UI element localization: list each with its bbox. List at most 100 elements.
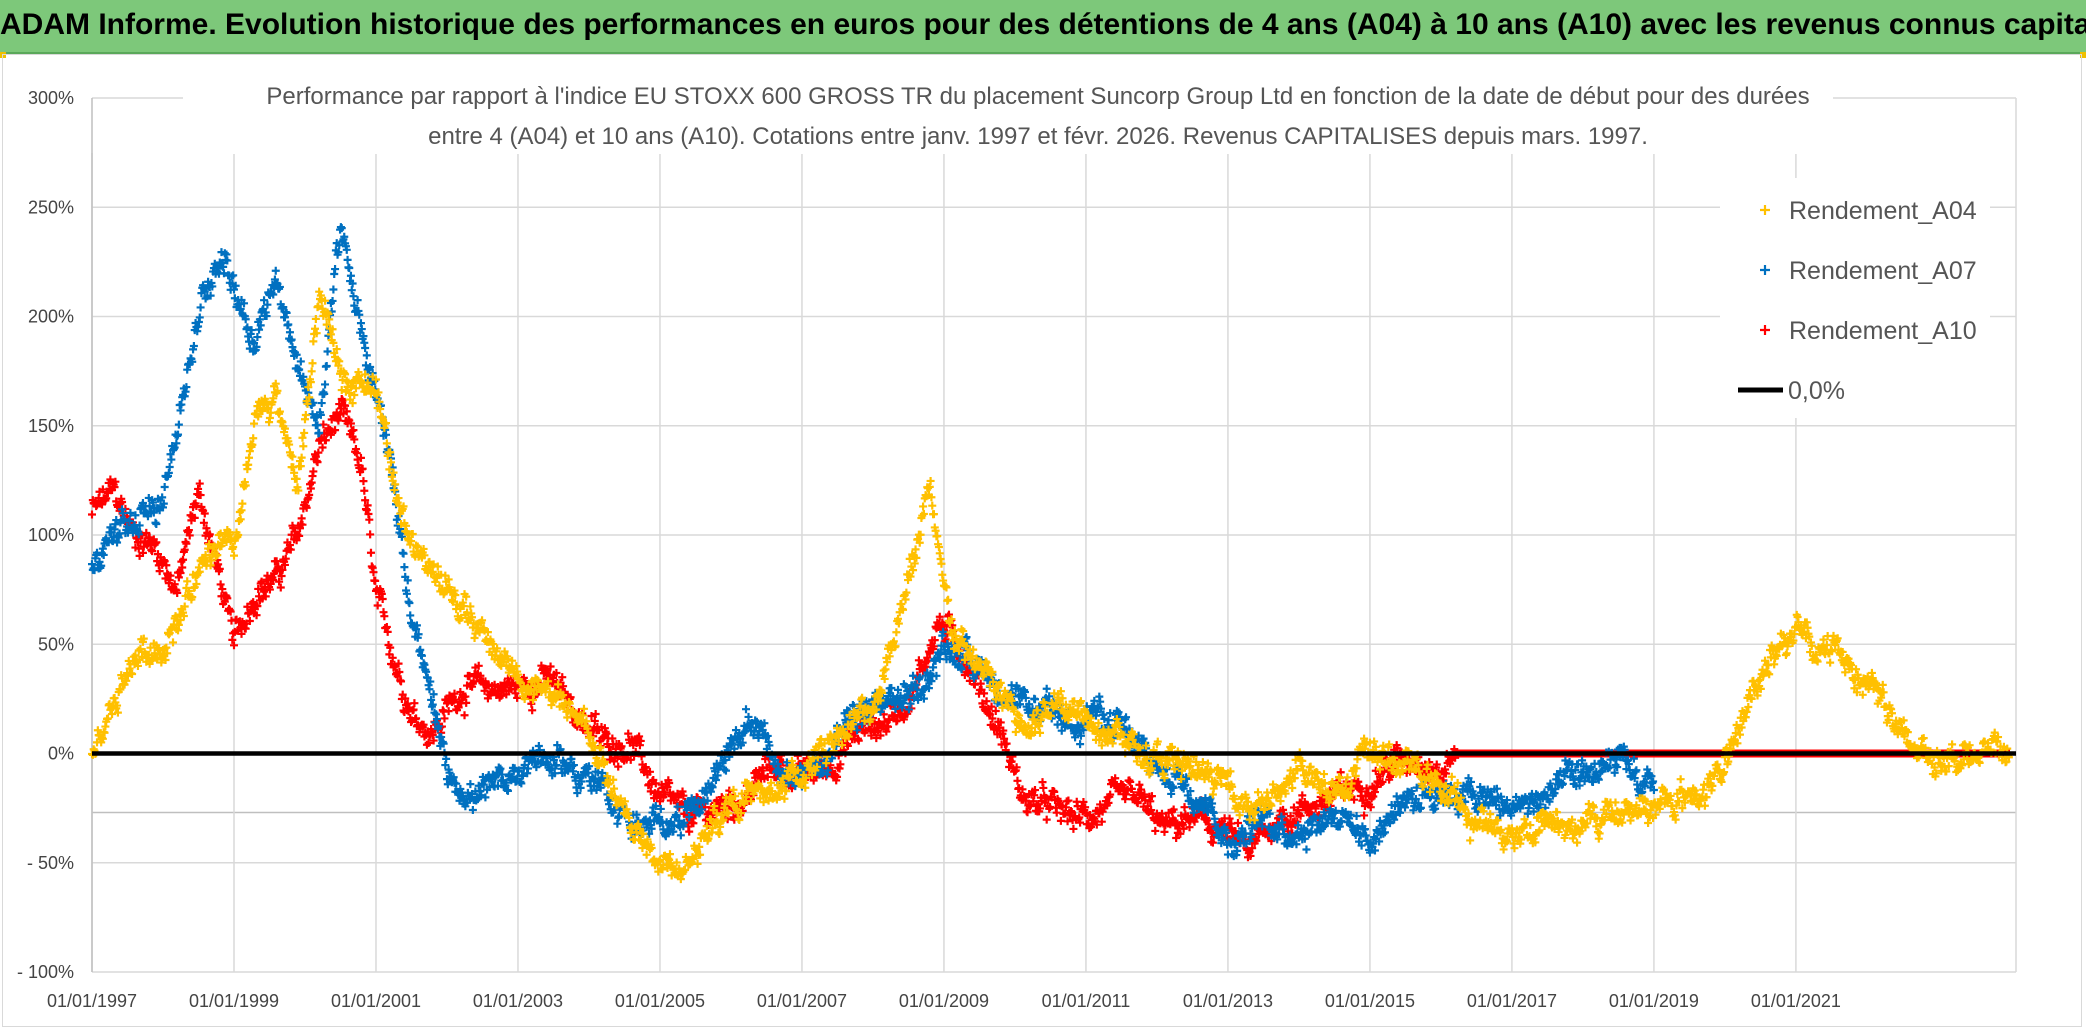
data-point [1002, 739, 1011, 748]
data-point [235, 517, 244, 526]
data-point [173, 588, 182, 597]
data-point [497, 691, 506, 700]
data-point [1246, 851, 1255, 860]
data-point [388, 653, 397, 662]
data-point [405, 599, 414, 608]
data-point [403, 699, 412, 708]
data-point [226, 607, 235, 616]
data-point [182, 539, 191, 548]
data-point [118, 498, 127, 507]
data-point [1146, 797, 1155, 806]
data-point [371, 576, 380, 585]
data-point [546, 662, 555, 671]
data-point [386, 643, 395, 652]
data-point [238, 499, 247, 508]
data-point [873, 726, 882, 735]
data-point [162, 561, 171, 570]
data-point [229, 271, 238, 280]
data-point [311, 324, 320, 333]
data-point [359, 477, 368, 486]
data-point [466, 780, 475, 789]
data-point [980, 689, 989, 698]
data-point [590, 716, 599, 725]
data-point [321, 380, 330, 389]
x-tick-label: 01/01/1997 [47, 991, 137, 1011]
x-tick-label: 01/01/2019 [1609, 991, 1699, 1011]
data-point [284, 320, 293, 329]
data-point [605, 755, 614, 764]
data-point [148, 547, 157, 556]
data-point [914, 656, 923, 665]
data-point [552, 668, 561, 677]
x-tick-label: 01/01/2005 [615, 991, 705, 1011]
data-point [1097, 817, 1106, 826]
data-point [651, 779, 660, 788]
data-point [134, 544, 143, 553]
data-point [169, 638, 178, 647]
data-point [1180, 803, 1189, 812]
data-point [1176, 829, 1185, 838]
plot-area [88, 223, 2016, 884]
data-point [645, 767, 654, 776]
data-point [474, 661, 483, 670]
data-point [195, 313, 204, 322]
x-tick-label: 01/01/2001 [331, 991, 421, 1011]
data-point [925, 649, 934, 658]
data-point [1012, 763, 1021, 772]
data-point [298, 433, 307, 442]
data-point [425, 685, 434, 694]
data-point [395, 668, 404, 677]
data-point [341, 401, 350, 410]
data-point [305, 490, 314, 499]
data-point [322, 362, 331, 371]
data-point [511, 689, 520, 698]
data-point [528, 706, 537, 715]
data-point [1031, 786, 1039, 795]
data-point [394, 659, 403, 668]
data-point [660, 790, 669, 799]
data-point [349, 292, 358, 301]
data-point [252, 611, 261, 620]
data-point [663, 783, 672, 792]
data-point [1227, 819, 1236, 828]
data-point [317, 399, 326, 408]
data-point [591, 710, 600, 719]
data-point [88, 510, 96, 519]
data-point [715, 830, 724, 839]
data-point [309, 337, 318, 346]
data-point [307, 367, 316, 376]
data-point [1126, 777, 1135, 786]
data-point [176, 569, 185, 578]
data-point [342, 407, 351, 416]
data-point [935, 612, 944, 621]
data-point [1063, 817, 1072, 826]
data-point [1076, 818, 1085, 827]
data-point [1052, 808, 1061, 817]
y-axis-ticks: 300%250%200%150%100%50%0%- 50%- 100% [17, 88, 74, 982]
data-point [350, 435, 359, 444]
data-point [1042, 815, 1051, 824]
data-point [1069, 824, 1078, 833]
data-point [1302, 845, 1311, 854]
data-point [1031, 695, 1039, 704]
data-point [1036, 804, 1045, 813]
data-point [296, 357, 305, 366]
data-point [462, 698, 471, 707]
data-point [1172, 833, 1181, 842]
data-point [245, 617, 254, 626]
data-point [271, 266, 280, 275]
x-tick-label: 01/01/2015 [1325, 991, 1415, 1011]
data-point [180, 545, 189, 554]
data-point [1133, 799, 1142, 808]
data-point [872, 734, 881, 743]
data-point [833, 772, 842, 781]
data-point [309, 467, 318, 476]
data-point [412, 714, 421, 723]
y-tick-label: 200% [28, 307, 74, 327]
data-point [244, 460, 253, 469]
y-tick-label: 150% [28, 416, 74, 436]
data-point [1111, 774, 1120, 783]
data-point [763, 772, 772, 781]
data-point [854, 736, 863, 745]
data-point [1225, 814, 1234, 823]
